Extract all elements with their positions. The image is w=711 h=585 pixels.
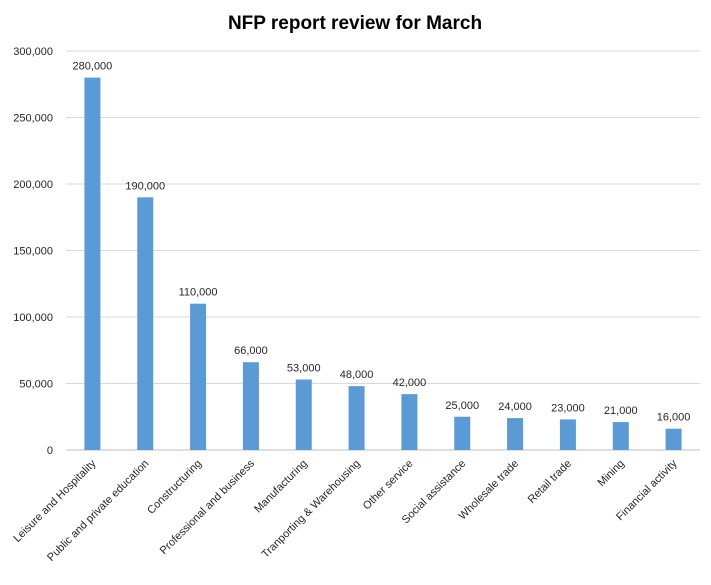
data-label: 190,000 bbox=[125, 180, 165, 192]
bars bbox=[84, 77, 682, 450]
category-label: Retail trade bbox=[526, 458, 574, 506]
data-label: 16,000 bbox=[657, 412, 691, 424]
bar bbox=[401, 394, 418, 450]
y-tick-label: 200,000 bbox=[13, 179, 53, 191]
bar bbox=[507, 418, 524, 450]
bar bbox=[84, 77, 101, 450]
data-labels: 280,000 190,000 110,000 66,000 53,000 48,000 4… bbox=[73, 61, 691, 424]
y-tick-label: 50,000 bbox=[19, 379, 53, 391]
data-label: 110,000 bbox=[179, 287, 218, 299]
bar bbox=[190, 303, 207, 450]
bar bbox=[665, 428, 682, 450]
category-label: Professional and business bbox=[158, 457, 258, 557]
gridlines bbox=[66, 50, 700, 451]
category-label: Constructuring bbox=[145, 458, 204, 517]
y-tick-label: 0 bbox=[47, 445, 53, 457]
data-label: 23,000 bbox=[551, 402, 585, 414]
data-label: 53,000 bbox=[287, 363, 321, 375]
y-tick-label: 150,000 bbox=[13, 246, 53, 258]
data-label: 42,000 bbox=[393, 377, 427, 389]
bar bbox=[559, 419, 576, 450]
category-label: Tranporting & Warehousing bbox=[260, 458, 363, 561]
bar bbox=[137, 197, 154, 450]
data-label: 48,000 bbox=[340, 369, 374, 381]
bar bbox=[242, 362, 259, 450]
chart-title: NFP report review for March bbox=[228, 13, 482, 34]
bar bbox=[295, 379, 312, 450]
data-label: 25,000 bbox=[445, 400, 479, 412]
bar bbox=[454, 416, 471, 450]
category-label: Manufacturing bbox=[252, 458, 310, 516]
data-label: 24,000 bbox=[498, 401, 532, 413]
category-label: Public and private education bbox=[45, 458, 151, 564]
data-label: 280,000 bbox=[73, 61, 113, 73]
bar bbox=[612, 422, 629, 450]
y-axis-tick-labels: 0 50,000 100,000 150,000 200,000 250,000 300,0… bbox=[13, 46, 53, 457]
y-tick-label: 300,000 bbox=[13, 46, 53, 58]
y-tick-label: 100,000 bbox=[13, 312, 53, 324]
y-tick-label: 250,000 bbox=[13, 113, 53, 125]
data-label: 66,000 bbox=[234, 345, 268, 357]
category-label: Other service bbox=[361, 458, 416, 513]
data-label: 21,000 bbox=[604, 405, 638, 417]
bar bbox=[348, 386, 365, 450]
category-label: Mining bbox=[595, 458, 626, 489]
